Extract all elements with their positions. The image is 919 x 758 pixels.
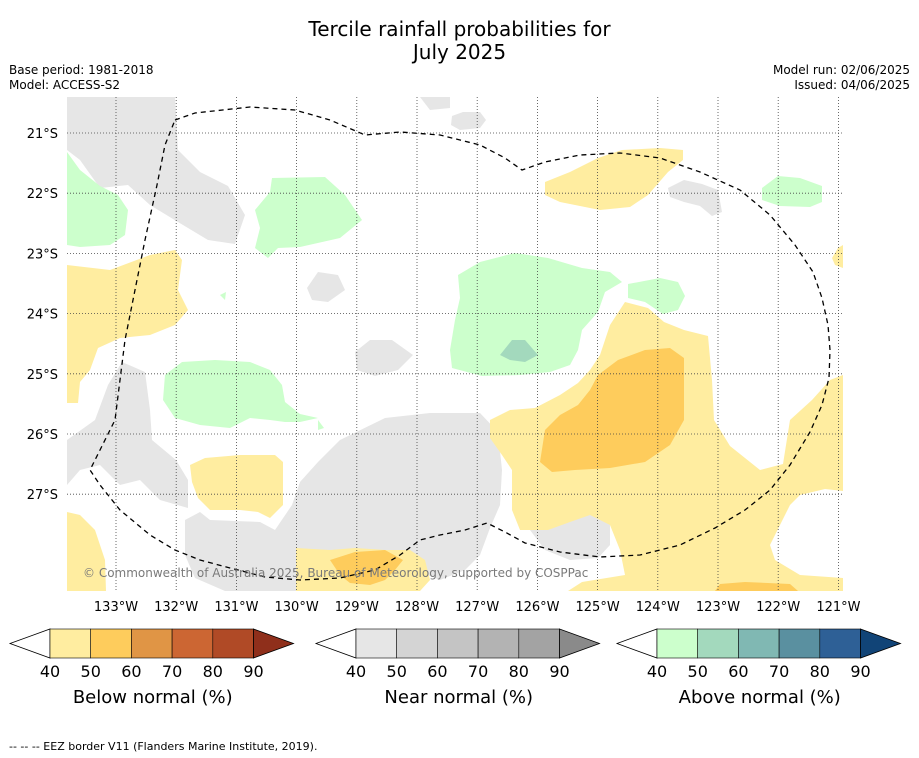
colorbar-segment	[518, 628, 560, 659]
lon-label: 131°W	[214, 600, 258, 615]
lon-label: 127°W	[455, 600, 499, 615]
lat-label: 24°S	[27, 308, 58, 323]
colorbar-high-arrow	[253, 628, 295, 659]
lat-label: 21°S	[27, 127, 58, 142]
copyright-text: © Commonwealth of Australia 2025, Bureau…	[83, 566, 588, 580]
map-title-line2: July 2025	[412, 40, 507, 64]
eez-footnote: -- -- -- EEZ border V11 (Flanders Marine…	[9, 740, 318, 753]
issued-date: Issued: 04/06/2025	[794, 78, 910, 92]
colorbar-segment	[656, 628, 699, 659]
lat-label: 22°S	[27, 187, 58, 202]
colorbar-title: Near normal (%)	[384, 687, 533, 708]
colorbar-tick: 60	[427, 662, 447, 681]
lat-label: 23°S	[27, 247, 58, 262]
colorbar-tick: 70	[769, 662, 789, 681]
lon-label: 126°W	[515, 600, 559, 615]
colorbar-tick: 70	[468, 662, 488, 681]
lon-label: 122°W	[756, 600, 800, 615]
lon-label: 130°W	[275, 600, 319, 615]
colorbar-segment	[171, 628, 214, 659]
colorbar-tick: 60	[728, 662, 748, 681]
model-name: Model: ACCESS-S2	[9, 78, 121, 92]
colorbar-tick: 60	[121, 662, 141, 681]
model-run: Model run: 02/06/2025	[772, 63, 910, 77]
lon-label: 125°W	[576, 600, 620, 615]
colorbar-tick: 80	[509, 662, 529, 681]
colorbar-segment	[738, 628, 780, 659]
latitude-labels: 21°S 22°S 23°S 24°S 25°S 26°S 27°S	[27, 127, 58, 503]
longitude-labels: 133°W 132°W 131°W 130°W 129°W 128°W 127°W 126°W…	[94, 600, 861, 615]
colorbar-title: Below normal (%)	[73, 687, 233, 708]
colorbar-3: 40 50 60 70 80 90 Above normal (%)	[615, 628, 902, 708]
lon-label: 121°W	[816, 600, 860, 615]
colorbar-title: Above normal (%)	[679, 687, 841, 708]
eez-border	[89, 106, 831, 581]
colorbar-tick: 70	[162, 662, 182, 681]
lat-label: 25°S	[27, 368, 58, 383]
lon-label: 129°W	[335, 600, 379, 615]
below-normal-50-60-regions	[330, 348, 798, 591]
lon-label: 128°W	[395, 600, 439, 615]
colorbar-tick: 80	[810, 662, 830, 681]
above-normal-50-60-region	[500, 340, 538, 362]
near-normal-regions	[67, 97, 722, 591]
colorbar-segment	[49, 628, 92, 659]
colorbar-tick: 50	[387, 662, 407, 681]
colorbar-tick: 90	[549, 662, 569, 681]
meta-right: Model run: 02/06/2025 Issued: 04/06/2025	[773, 63, 910, 93]
colorbar-segment	[90, 628, 132, 659]
colorbar-low-arrow	[314, 628, 357, 659]
probability-map: © Commonwealth of Australia 2025, Bureau…	[67, 97, 843, 591]
colorbar-segment	[212, 628, 254, 659]
colorbar-tick: 50	[688, 662, 708, 681]
lon-label: 124°W	[636, 600, 680, 615]
colorbar-segment	[396, 628, 438, 659]
colorbar-segment	[477, 628, 520, 659]
colorbar-tick: 40	[40, 662, 60, 681]
colorbar-1: 40 50 60 70 80 90 Below normal (%)	[8, 628, 295, 708]
meta-left: Base period: 1981-2018 Model: ACCESS-S2	[9, 63, 154, 93]
colorbar-high-arrow	[559, 628, 601, 659]
gridlines	[67, 97, 843, 591]
colorbar-segment	[819, 628, 861, 659]
lon-label: 132°W	[154, 600, 198, 615]
lat-label: 27°S	[27, 488, 58, 503]
colorbar-tick: 80	[203, 662, 223, 681]
colorbar-segment	[778, 628, 821, 659]
colorbars: 40 50 60 70 80 90 Below normal (%) 40 50 60 70 80 90…	[8, 628, 902, 708]
above-normal-40-50-regions	[67, 152, 822, 430]
lon-label: 133°W	[94, 600, 138, 615]
colorbar-segment	[131, 628, 173, 659]
lon-label: 123°W	[696, 600, 740, 615]
colorbar-tick: 90	[850, 662, 870, 681]
colorbar-low-arrow	[8, 628, 51, 659]
colorbar-tick: 40	[346, 662, 366, 681]
colorbar-tick: 50	[81, 662, 101, 681]
base-period: Base period: 1981-2018	[9, 63, 154, 77]
colorbar-low-arrow	[615, 628, 658, 659]
colorbar-tick: 90	[243, 662, 263, 681]
colorbar-tick: 40	[647, 662, 667, 681]
colorbar-segment	[355, 628, 398, 659]
colorbar-segment	[437, 628, 479, 659]
colorbar-high-arrow	[860, 628, 902, 659]
colorbar-2: 40 50 60 70 80 90 Near normal (%)	[314, 628, 601, 708]
lat-label: 26°S	[27, 428, 58, 443]
map-title-line1: Tercile rainfall probabilities for	[308, 17, 611, 41]
map-title: Tercile rainfall probabilities for July …	[0, 18, 919, 64]
colorbar-segment	[697, 628, 739, 659]
